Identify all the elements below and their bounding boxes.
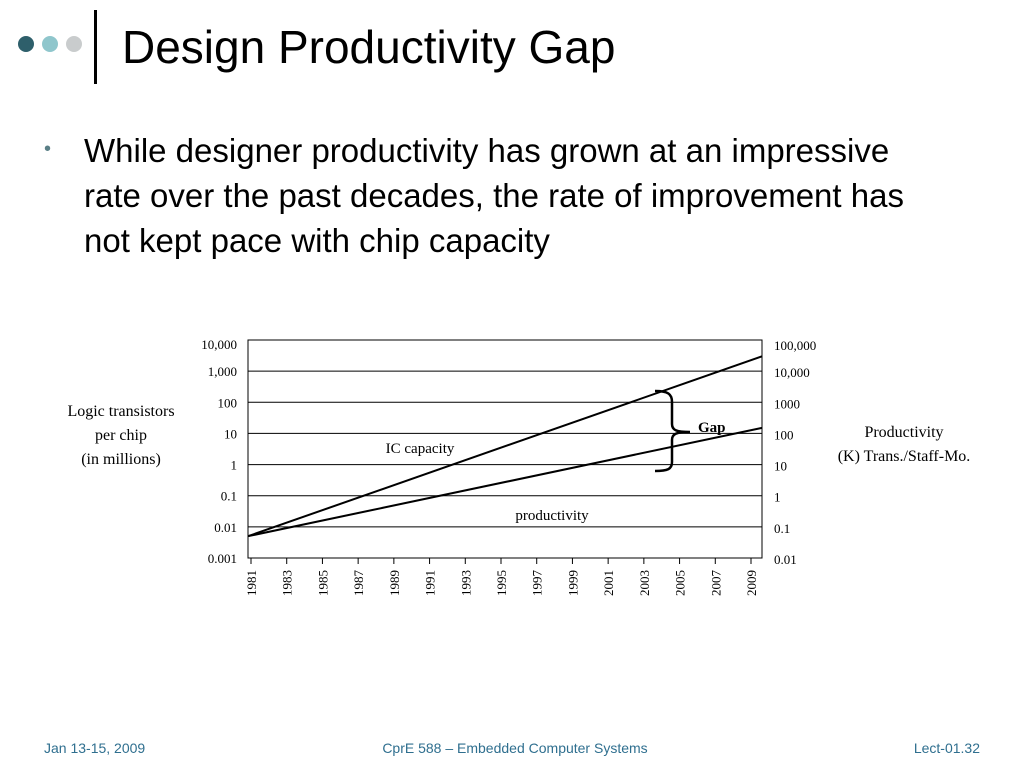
x-tick-label: 1981 — [244, 570, 259, 596]
chart-grid — [248, 370, 762, 528]
series-line-productivity — [247, 426, 763, 538]
left-tick-label: 10,000 — [201, 337, 237, 352]
left-tick-label: 1 — [231, 458, 238, 473]
series-line-ic-capacity — [247, 355, 763, 538]
left-axis-label-line: (in millions) — [81, 451, 161, 468]
gap-bracket — [654, 389, 691, 473]
x-tick-label: 1989 — [387, 570, 402, 596]
title-divider — [94, 10, 97, 84]
left-axis-ticks: 10,000 1,000 100 10 1 0.1 0.01 0.001 — [201, 337, 237, 566]
right-axis-label-line: Productivity — [864, 424, 943, 441]
left-tick-label: 0.01 — [214, 520, 237, 535]
right-tick-label: 100,000 — [774, 338, 816, 353]
left-tick-label: 10 — [224, 426, 237, 441]
right-axis-label: Productivity (K) Trans./Staff-Mo. — [838, 424, 971, 465]
series-label-productivity: productivity — [515, 508, 589, 524]
footer-slide-number: Lect-01.32 — [913, 740, 980, 756]
series-label-ic-capacity: IC capacity — [386, 441, 455, 457]
gap-label: Gap — [698, 420, 726, 436]
x-tick-label: 1987 — [351, 570, 366, 597]
left-tick-label: 0.001 — [208, 551, 237, 566]
bullet-marker: • — [44, 138, 52, 160]
x-tick-label: 1997 — [530, 570, 545, 597]
x-tick-label: 2009 — [744, 570, 759, 596]
right-axis-ticks: 100,000 10,000 1000 100 10 1 0.1 0.01 — [774, 338, 816, 567]
x-tick-label: 1993 — [458, 570, 473, 596]
left-axis-label-line: per chip — [95, 427, 147, 444]
right-tick-label: 1000 — [774, 396, 800, 411]
footer-course: CprE 588 – Embedded Computer Systems — [382, 740, 648, 756]
x-axis-ticks: 1981 1983 1985 1987 1989 1991 1993 1995 1997 1999… — [244, 558, 759, 596]
decoration-dot — [66, 36, 82, 52]
productivity-gap-chart: 10,000 1,000 100 10 1 0.1 0.01 0.001 100,000 10,… — [67, 337, 971, 596]
right-tick-label: 10 — [774, 459, 787, 474]
right-tick-label: 0.1 — [774, 521, 790, 536]
x-tick-label: 1983 — [280, 570, 295, 596]
plot-frame — [247, 339, 763, 559]
left-tick-label: 0.1 — [221, 489, 237, 504]
x-tick-label: 2005 — [673, 570, 688, 596]
left-axis-label: Logic transistors per chip (in millions) — [67, 403, 174, 468]
x-tick-label: 2007 — [708, 570, 723, 597]
bullet-text: While designer productivity has grown at… — [84, 132, 904, 259]
left-axis-label-line: Logic transistors — [67, 403, 174, 420]
decoration-dot — [18, 36, 34, 52]
slide-title: Design Productivity Gap — [122, 21, 616, 73]
right-tick-label: 0.01 — [774, 552, 797, 567]
x-tick-label: 1999 — [565, 570, 580, 596]
left-tick-label: 100 — [218, 395, 238, 410]
series-layer — [247, 355, 763, 538]
right-tick-label: 100 — [774, 427, 794, 442]
footer-date: Jan 13-15, 2009 — [44, 740, 146, 756]
x-tick-label: 1985 — [315, 570, 330, 596]
left-tick-label: 1,000 — [208, 364, 237, 379]
x-tick-label: 2001 — [601, 570, 616, 596]
right-tick-label: 1 — [774, 490, 781, 505]
x-tick-label: 1991 — [423, 570, 438, 596]
right-tick-label: 10,000 — [774, 365, 810, 380]
x-tick-label: 1995 — [494, 570, 509, 596]
right-axis-label-line: (K) Trans./Staff-Mo. — [838, 448, 971, 465]
decoration-dot — [42, 36, 58, 52]
x-tick-label: 2003 — [637, 570, 652, 596]
